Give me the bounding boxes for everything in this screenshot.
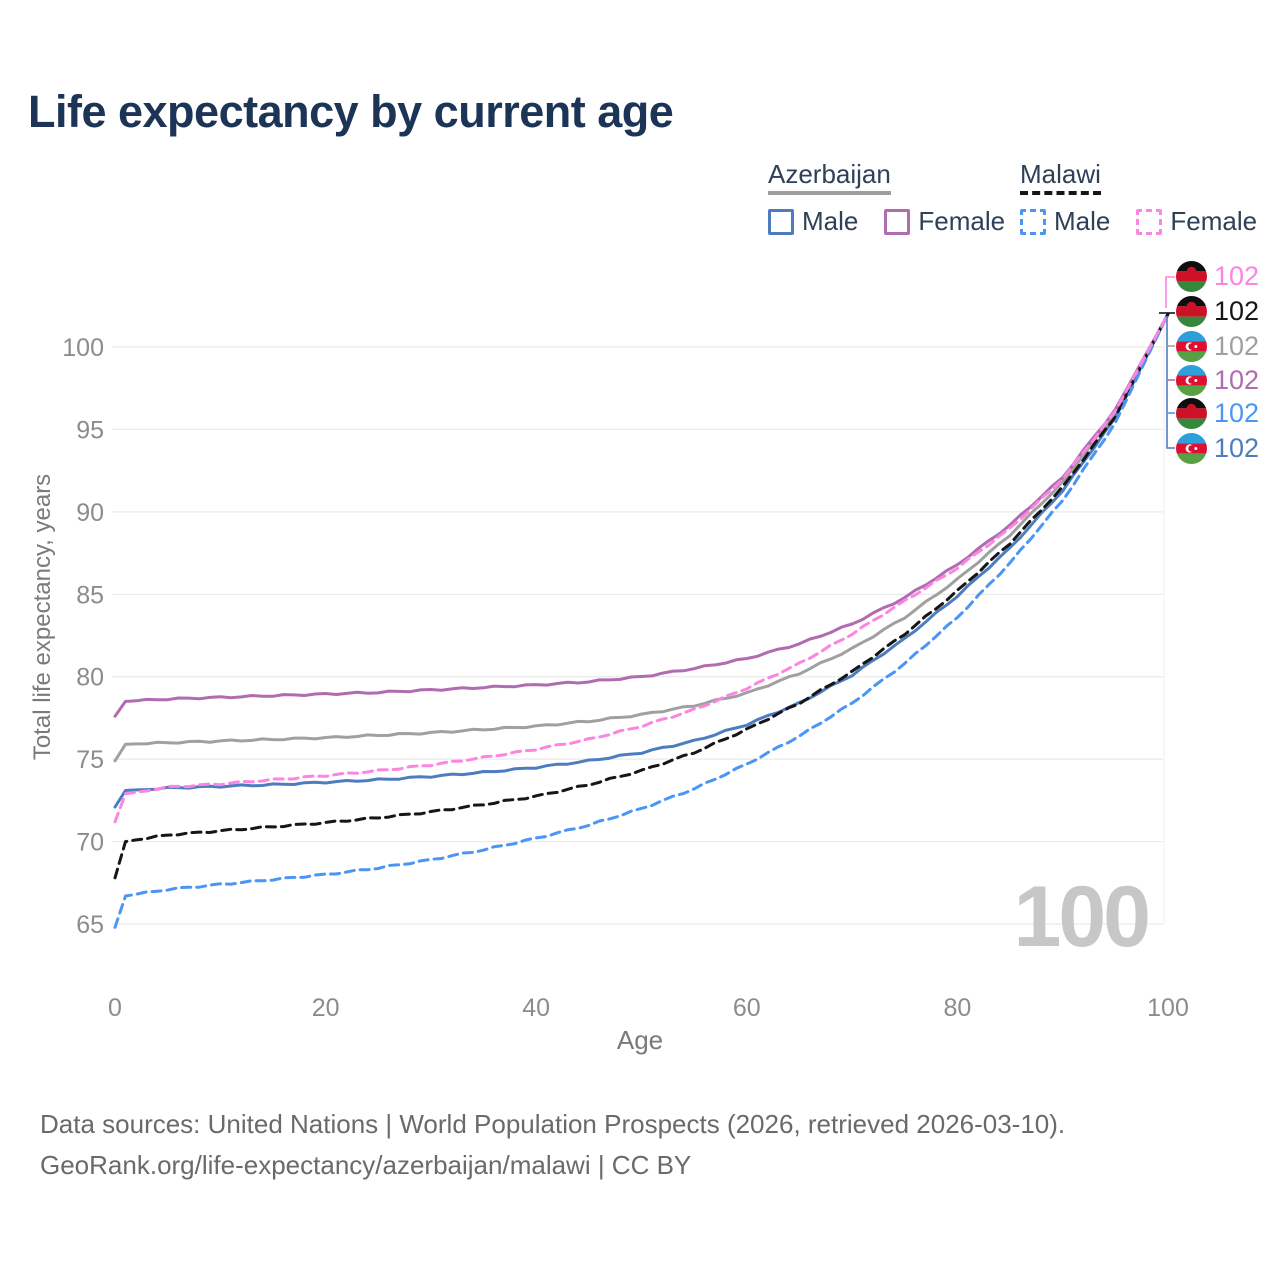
legend-label: Male (802, 206, 859, 236)
series-line-malawi-female[interactable] (113, 312, 1170, 824)
footer-sources: Data sources: United Nations | World Pop… (40, 1109, 1066, 1139)
y-axis-title: Total life expectancy, years (29, 474, 56, 760)
legend-label: Female (1170, 206, 1258, 236)
y-axis-ticks: 65 70 75 80 85 90 95 100 (62, 334, 104, 939)
y-tick-label: 95 (76, 416, 104, 444)
series-line-azerbaijan[interactable] (113, 312, 1170, 763)
x-tick-label: 0 (108, 994, 122, 1022)
endpoint-value: 102 (1214, 260, 1260, 291)
legend-label: Male (1054, 206, 1111, 236)
malawi-flag-icon (1176, 260, 1207, 292)
y-tick-label: 70 (76, 829, 104, 857)
legend-group-malawi: Malawi Male Female (1020, 160, 1257, 237)
legend-item-malawi-female[interactable]: Female (1136, 206, 1257, 237)
y-tick-label: 65 (76, 911, 104, 939)
legend-label: Female (918, 206, 1006, 236)
endpoint-value: 102 (1214, 432, 1260, 463)
y-tick-label: 100 (62, 334, 104, 362)
legend-header-azerbaijan[interactable]: Azerbaijan (768, 160, 891, 195)
azerbaijan-female-swatch (884, 208, 911, 235)
malawi-male-swatch (1020, 208, 1046, 235)
series-line-azerbaijan-male[interactable] (113, 312, 1170, 809)
endpoint-leader-lines (1159, 276, 1175, 449)
series-lines (113, 312, 1170, 929)
endpoint-value: 102 (1214, 295, 1260, 326)
azerbaijan-flag-icon (1176, 432, 1207, 464)
series-line-malawi[interactable] (113, 312, 1170, 880)
endpoint-value: 102 (1214, 364, 1260, 395)
y-tick-label: 80 (76, 664, 104, 692)
legend-item-malawi-male[interactable]: Male (1020, 206, 1110, 237)
footer-url: GeoRank.org/life-expectancy/azerbaijan/m… (40, 1150, 692, 1180)
x-tick-label: 60 (733, 994, 761, 1022)
page-title: Life expectancy by current age (28, 86, 674, 137)
azerbaijan-male-swatch (768, 208, 794, 235)
endpoint-label-azerbaijan-male[interactable]: 102 (1176, 432, 1259, 464)
azerbaijan-line-swatch (768, 191, 891, 195)
legend-group-azerbaijan: Azerbaijan Male Female (768, 160, 1005, 237)
x-axis-ticks: 0 20 40 60 80 100 (108, 994, 1189, 1022)
leader-line (1165, 276, 1175, 308)
gridlines (112, 318, 1165, 925)
footer: Data sources: United Nations | World Pop… (40, 1104, 1065, 1186)
endpoint-label-malawi-female[interactable]: 102 (1176, 260, 1259, 292)
legend-title-azerbaijan: Azerbaijan (768, 159, 891, 189)
endpoint-label-azerbaijan[interactable]: 102 (1176, 330, 1259, 362)
legend-header-malawi[interactable]: Malawi (1020, 160, 1101, 195)
legend-item-azerbaijan-female[interactable]: Female (884, 206, 1005, 237)
legend-title-malawi: Malawi (1020, 159, 1101, 189)
series-line-azerbaijan-female[interactable] (113, 312, 1170, 718)
y-tick-label: 90 (76, 499, 104, 527)
x-tick-label: 20 (312, 994, 340, 1022)
endpoint-label-azerbaijan-female[interactable]: 102 (1176, 364, 1259, 396)
azerbaijan-flag-icon (1176, 330, 1207, 362)
endpoint-value: 102 (1214, 330, 1260, 361)
x-tick-label: 100 (1147, 994, 1189, 1022)
leader-line (1166, 316, 1175, 449)
y-tick-label: 85 (76, 581, 104, 609)
legend-item-azerbaijan-male[interactable]: Male (768, 206, 858, 237)
malawi-line-swatch (1020, 191, 1101, 195)
y-tick-label: 75 (76, 746, 104, 774)
malawi-flag-icon (1176, 295, 1207, 327)
x-tick-label: 80 (943, 994, 971, 1022)
endpoint-value: 102 (1214, 397, 1260, 428)
malawi-flag-icon (1176, 397, 1207, 429)
x-tick-label: 40 (522, 994, 550, 1022)
azerbaijan-flag-icon (1176, 364, 1207, 396)
x-axis-title: Age (617, 1025, 663, 1055)
endpoint-label-malawi-male[interactable]: 102 (1176, 397, 1259, 429)
endpoint-label-malawi[interactable]: 102 (1176, 295, 1259, 327)
age-watermark: 100 (1014, 869, 1149, 965)
malawi-female-swatch (1136, 208, 1163, 235)
series-line-malawi-male[interactable] (113, 312, 1170, 929)
